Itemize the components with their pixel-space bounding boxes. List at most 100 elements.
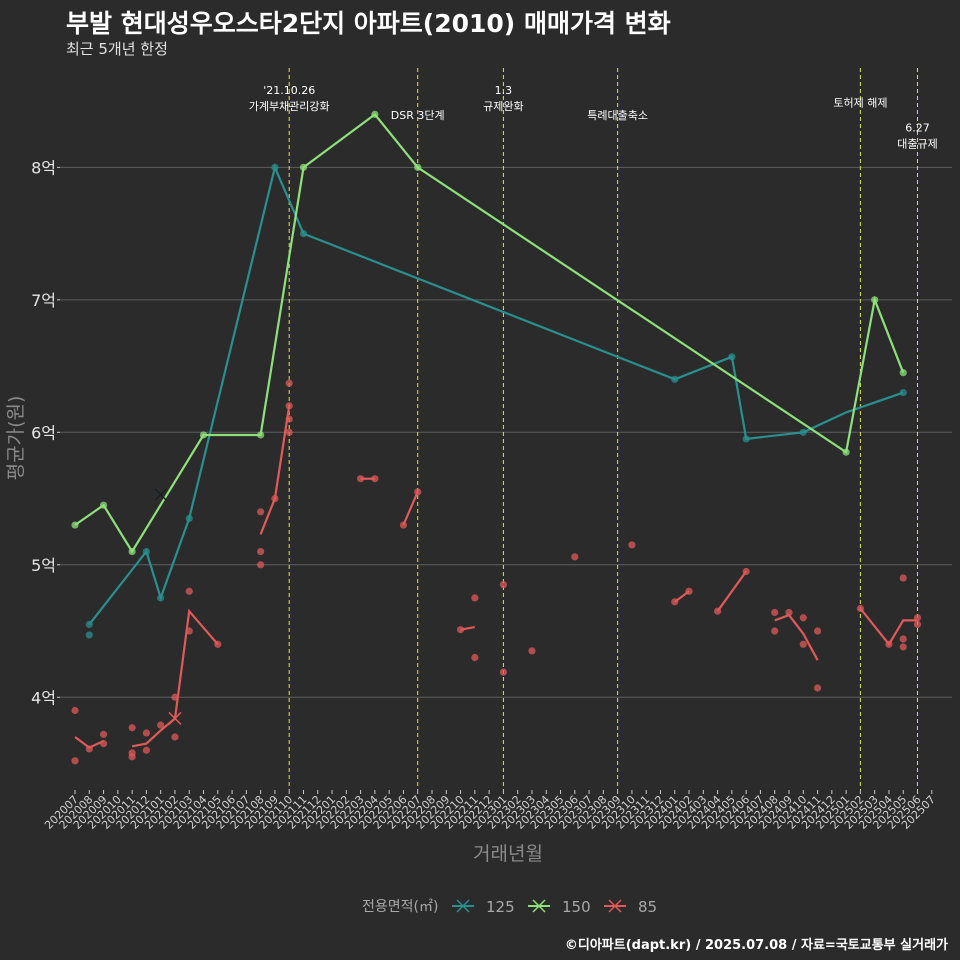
data-point-85 [214, 640, 222, 648]
y-axis-label: 평균가(원) [5, 396, 27, 481]
data-point-85 [799, 614, 807, 622]
legend-key-cross-85 [608, 899, 622, 913]
data-point-85 [414, 488, 422, 496]
data-point-85 [357, 475, 365, 483]
data-point-85 [899, 635, 907, 643]
data-point-85 [499, 581, 507, 589]
data-point-85 [71, 706, 79, 715]
x-axis-label: 거래년월 [473, 843, 543, 865]
data-point-85 [285, 428, 293, 436]
data-point-85 [785, 608, 793, 617]
legend-title: 전용면적(㎡) [362, 899, 438, 915]
series-150 [71, 110, 907, 556]
y-tick-label: 4억 [31, 688, 56, 707]
y-axis: 4억 5억 6억 7억 8억 [31, 158, 60, 707]
legend: 전용면적(㎡) 125 150 85 [362, 898, 657, 916]
series-line-85 [131, 608, 219, 748]
data-point-85 [471, 653, 479, 662]
data-point-85 [885, 640, 893, 648]
data-point-85 [142, 729, 150, 737]
event-annotation: 1.3 [495, 84, 513, 97]
data-point-85 [685, 587, 693, 595]
data-point-85 [899, 574, 907, 582]
data-point-125 [85, 620, 93, 629]
data-point-85 [499, 668, 507, 676]
data-point-85 [171, 693, 179, 701]
data-point-150 [871, 296, 879, 304]
data-point-85 [899, 643, 907, 651]
data-point-150 [128, 547, 136, 556]
x-axis: 2020072020082020092020102020112020122021… [42, 790, 938, 832]
data-point-150 [371, 110, 379, 118]
data-point-85 [271, 494, 279, 503]
legend-label-150: 150 [562, 898, 591, 916]
data-point-125 [185, 514, 193, 523]
series-line-85 [402, 491, 419, 526]
series-125 [85, 163, 907, 639]
data-point-85 [371, 475, 379, 483]
data-point-85 [99, 740, 108, 748]
legend-key-cross-150 [532, 899, 546, 913]
data-point-150 [414, 163, 422, 171]
data-point-150 [299, 163, 308, 171]
data-point-85 [628, 541, 636, 549]
data-point-85 [285, 415, 293, 423]
data-point-85 [813, 627, 822, 635]
data-point-85 [671, 598, 679, 606]
source-credit: ©디아파트(dapt.kr) / 2025.07.08 / 자료=국토교통부 실… [564, 938, 948, 953]
series-line-85 [259, 405, 291, 535]
data-point-85 [257, 547, 265, 556]
data-point-85 [185, 627, 193, 635]
event-annotation: DSR 3단계 [391, 109, 445, 122]
event-annotation: 특례대출축소 [587, 109, 648, 122]
data-point-85 [128, 753, 136, 761]
data-point-125 [85, 631, 93, 639]
y-tick-label: 5억 [31, 556, 56, 575]
data-point-150 [842, 448, 850, 456]
data-point-85 [456, 626, 465, 634]
series-85 [71, 379, 922, 765]
data-point-85 [813, 684, 822, 692]
series-layer [71, 110, 922, 765]
data-point-150 [99, 501, 108, 509]
data-point-85 [128, 724, 136, 732]
data-point-85 [913, 614, 922, 622]
chart-subtitle: 최근 5개년 한정 [66, 40, 168, 58]
cross-marker-85 [168, 711, 182, 725]
data-point-85 [771, 627, 779, 635]
data-point-85 [71, 757, 79, 765]
data-point-125 [271, 163, 279, 171]
event-annotation: '21.10.26 [263, 84, 315, 97]
legend-key-cross-125 [456, 899, 470, 913]
data-point-85 [257, 561, 265, 569]
data-point-150 [71, 521, 79, 529]
data-point-85 [571, 553, 579, 561]
cross-marker-150 [154, 488, 168, 502]
data-point-85 [157, 721, 165, 729]
data-point-85 [742, 567, 750, 576]
data-point-85 [85, 745, 93, 753]
data-point-125 [671, 375, 679, 383]
data-point-85 [399, 521, 408, 529]
event-annotation: 규제완화 [483, 100, 523, 113]
data-point-85 [771, 608, 779, 617]
series-line-150 [74, 112, 905, 554]
data-point-85 [257, 508, 265, 516]
data-point-85 [714, 607, 722, 615]
data-point-85 [142, 746, 150, 754]
data-point-150 [899, 369, 907, 377]
event-annotation: 6.27 [905, 122, 930, 135]
legend-label-85: 85 [638, 898, 657, 916]
data-point-125 [142, 547, 150, 556]
data-point-85 [856, 604, 865, 613]
data-point-85 [285, 402, 293, 410]
event-annotation: 토허제 해제 [833, 96, 887, 110]
chart-title: 부발 현대성우오스타2단지 아파트(2010) 매매가격 변화 [66, 9, 671, 38]
series-line-125 [88, 163, 904, 626]
data-point-125 [728, 353, 736, 361]
grid-lines [60, 166, 952, 698]
data-point-85 [285, 379, 293, 387]
y-tick-label: 8억 [31, 158, 56, 177]
